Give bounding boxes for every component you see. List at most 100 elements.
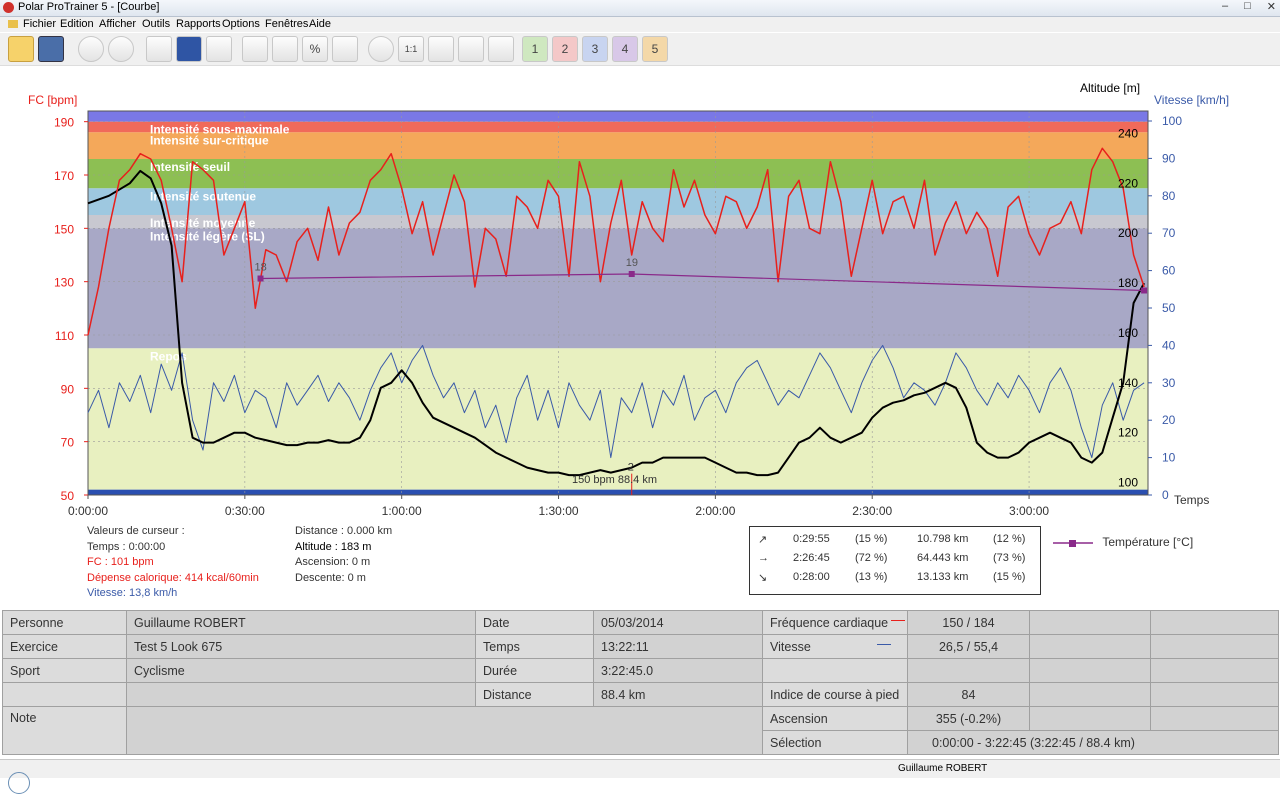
app-icon — [3, 2, 14, 13]
summary-dist: 13.133 km — [917, 571, 969, 583]
menu-bar: Fichier Edition Afficher Outils Rapports… — [0, 17, 1280, 47]
zone1-icon[interactable]: 1 — [522, 36, 548, 62]
value-duree[interactable]: 3:22:45.0 — [593, 658, 763, 683]
arrow-up-icon: ↗ — [758, 534, 768, 546]
zone-top-band — [88, 111, 1148, 122]
empty-cell — [2, 682, 127, 707]
empty-cell — [1029, 706, 1151, 731]
menu-rapports[interactable]: Rapports — [176, 18, 221, 30]
chart-area[interactable]: Intensité sous-maximale Intensité sur-cri… — [0, 66, 1280, 520]
status-user: Guillaume ROBERT — [898, 763, 988, 774]
cursor-speed: Vitesse: 13,8 km/h — [87, 587, 178, 599]
summary-time: 0:28:00 — [793, 571, 830, 583]
curve-view-icon[interactable] — [242, 36, 268, 62]
maximize-button[interactable]: □ — [1244, 0, 1251, 12]
stopwatch-icon[interactable] — [458, 36, 484, 62]
speed-tick-label: 10 — [1162, 451, 1176, 465]
bottom-annotation: 150 bpm 88.4 km — [572, 474, 657, 486]
menu-fenetres[interactable]: Fenêtres — [265, 18, 309, 30]
summary-dist: 10.798 km — [917, 533, 969, 545]
table-row: Sélection 0:00:00 - 3:22:45 (3:22:45 / 8… — [3, 730, 1279, 755]
value-selection: 0:00:00 - 3:22:45 (3:22:45 / 88.4 km) — [907, 730, 1279, 755]
temperature-point — [257, 275, 264, 282]
value-date[interactable]: 05/03/2014 — [593, 610, 763, 635]
menu-fichier[interactable]: Fichier — [23, 18, 57, 30]
connect-icon[interactable] — [108, 36, 134, 62]
altitude-tick-label: 200 — [1118, 226, 1138, 240]
person-icon[interactable] — [206, 36, 232, 62]
sync-icon[interactable] — [78, 36, 104, 62]
arrow-right-icon: → — [758, 552, 769, 564]
users-icon[interactable] — [676, 36, 700, 60]
altitude-tick-label: 120 — [1118, 426, 1138, 440]
zone3-icon[interactable]: 3 — [582, 36, 608, 62]
fc-label-text: Fréquence cardiaque — [770, 615, 889, 630]
value-temps[interactable]: 13:22:11 — [593, 634, 763, 659]
zone-band — [88, 132, 1148, 159]
zone-label: Repos — [150, 349, 187, 363]
empty-cell — [1029, 610, 1151, 635]
menu-outils[interactable]: Outils — [142, 18, 171, 30]
zone-label: Intensité sur-critique — [150, 133, 269, 147]
save-icon[interactable] — [38, 36, 64, 62]
value-exercice[interactable]: Test 5 Look 675 — [126, 634, 476, 659]
value-distance[interactable]: 88.4 km — [593, 682, 763, 707]
bar-chart-icon[interactable] — [272, 36, 298, 62]
percent-icon[interactable]: % — [302, 36, 328, 62]
y-tick-label: 190 — [54, 116, 74, 130]
cursor-fc: FC : 101 bpm — [87, 556, 154, 568]
menu-afficher[interactable]: Afficher — [99, 18, 137, 30]
value-personne[interactable]: Guillaume ROBERT — [126, 610, 476, 635]
value-sport[interactable]: Cyclisme — [126, 658, 476, 683]
value-indice: 84 — [907, 682, 1030, 707]
status-bar: Guillaume ROBERT — [0, 759, 1280, 794]
value-ascension: 355 (-0.2%) — [907, 706, 1030, 731]
zoom-icon[interactable] — [368, 36, 394, 62]
menu-edition[interactable]: Edition — [60, 18, 94, 30]
temperature-legend[interactable]: Température [°C] — [1053, 535, 1193, 550]
columns-icon[interactable] — [332, 36, 358, 62]
x-axis-label: Temps — [1174, 493, 1209, 507]
altitude-tick-label: 240 — [1118, 126, 1138, 140]
heart-rate-line — [87, 147, 1145, 336]
cursor-title: Valeurs de curseur : — [87, 525, 185, 537]
zone5-icon[interactable]: 5 — [642, 36, 668, 62]
toolbar: % 1:1 1 2 3 4 5 — [0, 33, 1280, 66]
zone-label: Intensité seuil — [150, 160, 230, 174]
cursor-distance: Distance : 0.000 km — [295, 525, 393, 537]
label-sport: Sport — [2, 658, 127, 683]
minimize-button[interactable]: – — [1222, 0, 1229, 12]
marker-icon[interactable]: 1:1 — [398, 36, 424, 62]
arrow-down-icon: ↘ — [758, 572, 768, 584]
x-tick-label: 2:00:00 — [695, 504, 735, 518]
open-icon[interactable] — [8, 36, 34, 62]
y-tick-label: 90 — [61, 382, 75, 396]
cursor-altitude: Altitude : 183 m — [295, 540, 372, 553]
y-tick-label: 130 — [54, 276, 74, 290]
summary-time: 0:29:55 — [793, 533, 830, 545]
lap-icon[interactable] — [428, 36, 454, 62]
speed-line-icon — [877, 644, 891, 645]
zone2-icon[interactable]: 2 — [552, 36, 578, 62]
x-tick-label: 3:00:00 — [1009, 504, 1049, 518]
wave-icon[interactable] — [488, 36, 514, 62]
x-tick-label: 0:30:00 — [225, 504, 265, 518]
altitude-line — [87, 169, 1145, 477]
temperature-legend-line-icon — [1053, 539, 1093, 547]
menu-options[interactable]: Options — [222, 18, 260, 30]
summary-dpct: (12 %) — [993, 533, 1026, 545]
close-button[interactable]: ✕ — [1266, 1, 1276, 13]
zone-band — [88, 228, 1148, 349]
label-date: Date — [475, 610, 594, 635]
calendar-icon[interactable] — [146, 36, 172, 62]
book-icon[interactable] — [176, 36, 202, 62]
note-field[interactable] — [126, 706, 763, 755]
speed-tick-label: 60 — [1162, 264, 1176, 278]
table-row: Exercice Test 5 Look 675 Temps 13:22:11 … — [2, 634, 1279, 659]
speed-tick-label: 30 — [1162, 376, 1176, 390]
altitude-axis-label: Altitude [m] — [1080, 81, 1140, 95]
menu-aide[interactable]: Aide — [309, 18, 332, 30]
status-globe-icon — [8, 772, 30, 794]
zone4-icon[interactable]: 4 — [612, 36, 638, 62]
